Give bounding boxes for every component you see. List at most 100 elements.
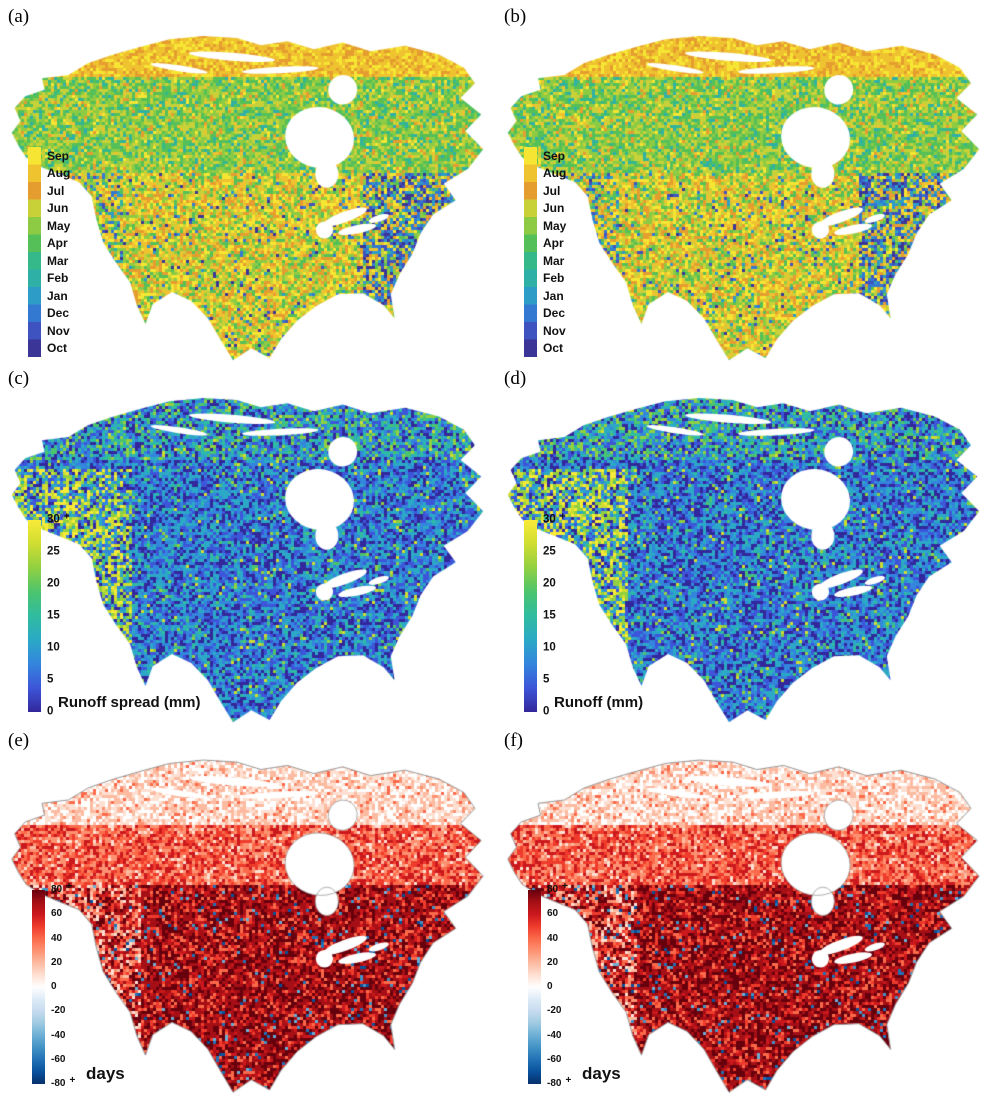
colorbar-tick: 0 [51,981,57,992]
colorbar-tick: Dec [47,306,70,321]
panel-d: (d) 30 + 25 20 15 10 5 0 Runoff (mm) [502,364,983,724]
colorbar-tick: Apr [47,236,68,251]
panel-b: (b) Sep Aug Jul Jun May Apr Mar Feb Jan Dec Nov Oct [502,2,983,362]
figure-row-1: (a) Sep Aug Jul Jun May Apr Mar Feb Jan Dec Nov Oct… [6,2,987,362]
colorbar-tick: Dec [543,306,566,321]
colorbar-tick: 0 [47,705,54,718]
colorbar-tick: 40 [547,932,559,944]
colorbar-gradient [528,890,541,1084]
colorbar-tick: Sep [47,148,70,163]
map-canvas-a [6,32,487,362]
colorbar-tick: May [47,218,71,233]
colorbar-tick: 10 [543,641,556,654]
colorbar-tick: Nov [47,323,70,338]
colorbar-tick: 25 [543,545,556,558]
colorbar-tick: -60 [51,1053,66,1065]
colorbar-tick: 25 [47,545,60,558]
colorbar-tick: 0 [547,981,553,992]
colorbar-gradient [524,147,537,357]
colorbar-tick: Jul [543,183,561,198]
map-caption-runoff: Runoff (mm) [554,694,644,711]
figure-row-2: (c) 30 + 25 20 15 10 5 0 Runoff spread (mm) (d)… [6,364,987,724]
map-caption-runoff-spread: Runoff spread (mm) [58,694,201,711]
colorbar-gradient [28,147,41,357]
plus-sign: + [69,1075,76,1086]
colorbar-tick: 30 + [543,511,566,526]
map-canvas-f [502,756,983,1094]
colorbar-tick: 15 [47,609,60,622]
panel-a: (a) Sep Aug Jul Jun May Apr Mar Feb Jan Dec Nov Oct [6,2,487,362]
colorbar-tick: Jan [47,288,68,303]
colorbar-tick: Sep [543,148,566,163]
colorbar-tick: 20 [47,577,60,590]
colorbar-tick: Feb [543,271,565,286]
map-area-d: 30 + 25 20 15 10 5 0 Runoff (mm) [502,394,983,724]
colorbar-tick: 15 [543,609,556,622]
colorbar-tick: Aug [543,166,567,181]
colorbar-ticks: Sep Aug Jul Jun May Apr Mar Feb Jan Dec Nov Oct [47,147,107,357]
colorbar-tick: -20 [547,1005,562,1017]
colorbar-tick: 60 [547,908,559,920]
colorbar-tick: 5 [47,673,54,686]
colorbar-ticks: 80 + 60 40 20 0 -20 -40 -60 -80 + [547,882,607,1089]
colorbar-tick: 30 + [47,511,70,526]
panel-e: (e) 80 + 60 40 20 0 -20 -40 -60 -80 + days [6,726,487,1094]
plus-sign: + [565,1075,572,1086]
colorbar-tick: 5 [543,673,550,686]
plus-sign: + [66,881,72,892]
colorbar-tick: -80 + [547,1075,572,1089]
colorbar-ticks: 30 + 25 20 15 10 5 0 [47,512,107,717]
colorbar-gradient [28,520,41,712]
colorbar-tick: Jan [543,288,564,303]
panel-label-c: (c) [8,368,30,389]
map-canvas-d [502,394,983,724]
colorbar-tick: Aug [47,166,71,181]
colorbar-tick: Jun [543,201,565,216]
colorbar-tick: Oct [543,341,564,356]
map-area-c: 30 + 25 20 15 10 5 0 Runoff spread (mm) [6,394,487,724]
colorbar-gradient [32,890,45,1084]
colorbar-tick: -60 [547,1053,562,1065]
colorbar-tick: May [543,218,567,233]
colorbar-tick: Oct [47,341,68,356]
panel-label-f: (f) [504,730,523,751]
colorbar-tick: 40 [51,932,63,944]
map-area-e: 80 + 60 40 20 0 -20 -40 -60 -80 + days [6,756,487,1094]
colorbar-tick: 10 [47,641,60,654]
panel-label-e: (e) [8,730,30,751]
figure-row-3: (e) 80 + 60 40 20 0 -20 -40 -60 -80 + days (f) 80 +… [6,726,987,1094]
map-canvas-b [502,32,983,362]
map-caption-days-e: days [86,1064,125,1083]
colorbar-tick: Nov [543,323,566,338]
map-canvas-e [6,756,487,1094]
colorbar-tick: Feb [47,271,69,286]
colorbar-tick: 60 [51,908,63,920]
panel-label-b: (b) [504,6,527,27]
colorbar-tick: 20 [51,956,63,968]
plus-sign: + [562,881,568,892]
plus-sign: + [559,511,566,523]
map-caption-days-f: days [582,1064,621,1083]
colorbar-tick: -20 [51,1005,66,1017]
colorbar-tick: -40 [547,1029,562,1041]
colorbar-tick: Jun [47,201,69,216]
colorbar-ticks: Sep Aug Jul Jun May Apr Mar Feb Jan Dec Nov Oct [543,147,603,357]
map-area-f: 80 + 60 40 20 0 -20 -40 -60 -80 + days [502,756,983,1094]
colorbar-ticks: 80 + 60 40 20 0 -20 -40 -60 -80 + [51,882,111,1089]
colorbar-gradient [524,520,537,712]
colorbar-tick: 80 + [547,881,568,895]
map-area-a: Sep Aug Jul Jun May Apr Mar Feb Jan Dec Nov Oct [6,32,487,362]
panel-f: (f) 80 + 60 40 20 0 -20 -40 -60 -80 + days [502,726,983,1094]
colorbar-tick: 20 [547,956,559,968]
colorbar-tick: 20 [543,577,556,590]
colorbar-tick: Jul [47,183,65,198]
map-area-b: Sep Aug Jul Jun May Apr Mar Feb Jan Dec Nov Oct [502,32,983,362]
colorbar-tick: -40 [51,1029,66,1041]
colorbar-tick: Mar [47,253,69,268]
colorbar-ticks: 30 + 25 20 15 10 5 0 [543,512,603,717]
colorbar-tick: -80 + [51,1075,76,1089]
colorbar-tick: Mar [543,253,565,268]
panel-label-a: (a) [8,6,30,27]
map-canvas-c [6,394,487,724]
